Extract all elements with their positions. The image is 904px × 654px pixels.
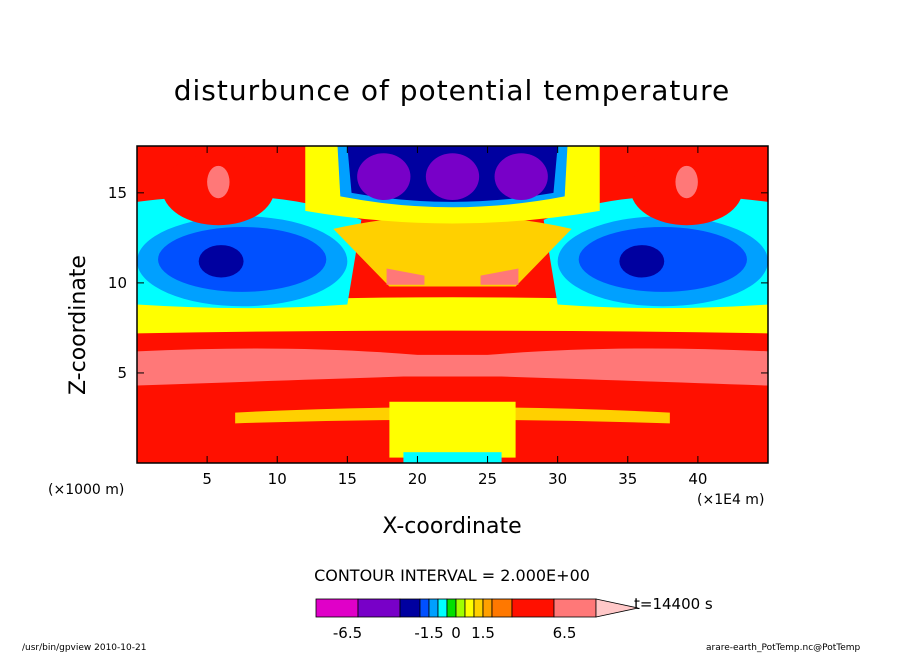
colorbar-swatch [553,598,597,618]
colorbar-label: 6.5 [553,624,577,642]
colorbar-swatch [357,598,401,618]
colorbar-swatch [464,598,475,618]
colorbar-swatch [315,598,359,618]
x-tick-label: 15 [338,470,357,488]
navy-core-left [198,245,244,278]
colorbar-swatch [428,598,439,618]
x-unit-left: (×1000 m) [48,482,125,498]
y-tick-label: 15 [108,184,127,202]
colorbar-swatch [446,598,457,618]
x-axis-label: X-coordinate [382,514,522,539]
navy-core-right [619,245,665,278]
x-tick-label: 25 [478,470,497,488]
colorbar-swatch [399,598,421,618]
colorbar-arrow [595,598,639,618]
red-band [137,348,768,386]
central-dome [333,215,572,287]
footer-left: /usr/bin/gpview 2010-10-21 [22,643,147,653]
red-wing-left [386,268,425,285]
colorbar-swatch [482,598,493,618]
colorbar-label: -1.5 [414,624,443,642]
colorbar: -6.5 -1.5 0 1.5 6.5 [315,598,639,642]
purple-core-center [425,153,480,201]
x-tick-label: 35 [618,470,637,488]
colorbar-label: 1.5 [471,624,495,642]
colorbar-swatch [473,598,484,618]
corner-core-left [207,165,230,199]
time-label: t=14400 s [634,595,713,613]
colorbar-label: -6.5 [333,624,362,642]
red-wing-right [480,268,519,285]
colorbar-label: 0 [451,624,461,642]
footer-right: arare-earth_PotTemp.nc@PotTemp [706,643,861,653]
colorbar-swatch [437,598,448,618]
corner-core-right [675,165,698,199]
axis-ticks: 5 10 15 20 25 30 35 40 5 10 15 [108,146,768,488]
y-axis-label: Z-coordinate [66,255,91,395]
colorbar-swatch [455,598,466,618]
surface-core [403,452,502,463]
contour-field [137,146,768,463]
x-tick-label: 30 [548,470,567,488]
y-tick-label: 5 [117,364,127,382]
plot-frame [136,145,769,464]
colorbar-swatch [511,598,555,618]
colorbar-swatch [491,598,513,618]
x-tick-label: 20 [408,470,427,488]
x-tick-label: 10 [268,470,287,488]
colorbar-swatch [419,598,430,618]
chart-title: disturbunce of potential temperature [173,74,731,107]
x-tick-label: 5 [202,470,212,488]
x-unit-right: (×1E4 m) [697,492,765,508]
purple-core-left [357,153,411,201]
y-tick-label: 10 [108,274,127,292]
contour-interval-label: CONTOUR INTERVAL = 2.000E+00 [314,566,590,585]
convective-core [389,401,516,458]
x-tick-label: 40 [688,470,707,488]
purple-core-right [494,153,548,201]
